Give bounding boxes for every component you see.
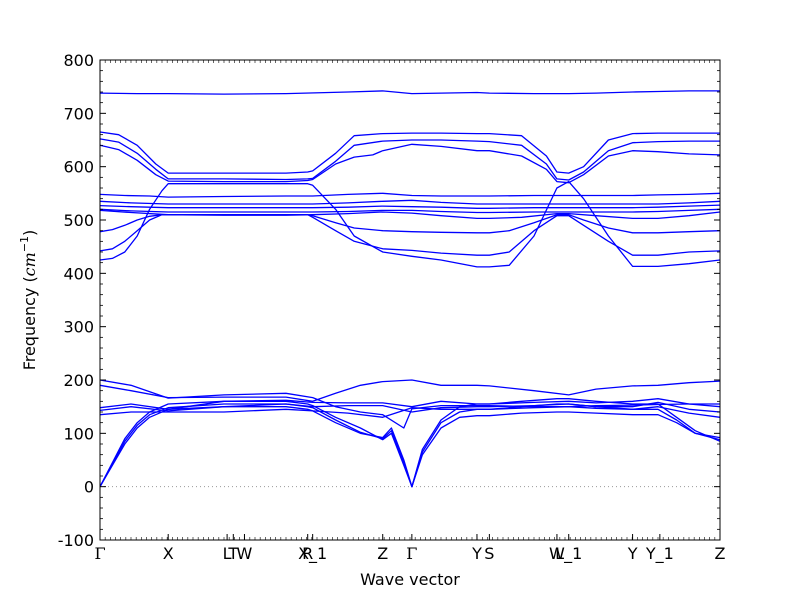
band-line-9 bbox=[99, 199, 721, 205]
kpoint-label: L_1 bbox=[555, 544, 582, 564]
y-axis-title-suffix: ) bbox=[20, 230, 39, 236]
kpoint-label: Y bbox=[471, 544, 482, 563]
y-tick-label: 400 bbox=[63, 264, 94, 283]
y-axis-title-unit: cm bbox=[20, 252, 39, 276]
y-tick-label: -100 bbox=[58, 531, 94, 550]
y-axis-title: Frequency (cm−1) bbox=[18, 230, 39, 371]
kpoint-label: L bbox=[223, 544, 232, 563]
band-line-3 bbox=[99, 138, 720, 181]
kpoint-label: Y bbox=[627, 544, 638, 563]
kpoint-tick-labels: Γ X LTW RX_1 Z Γ Y S WL_1 Y Y_1 Z bbox=[94, 544, 725, 564]
kpoint-label: T bbox=[227, 544, 238, 563]
band-line-18 bbox=[99, 406, 721, 488]
band-line-2 bbox=[99, 131, 720, 174]
y-tick-labels: -100 0 100 200 300 400 500 600 700 800 bbox=[58, 51, 94, 550]
y-tick-label: 300 bbox=[63, 318, 94, 337]
band-line-14 bbox=[99, 379, 721, 402]
band-line-4 bbox=[99, 143, 721, 184]
kpoint-label: Z bbox=[377, 544, 388, 563]
band-line-6 bbox=[99, 180, 721, 268]
kpoint-label: R bbox=[302, 544, 313, 563]
band-line-5 bbox=[99, 192, 721, 198]
band-line-10 bbox=[99, 204, 721, 209]
kpoint-label: Γ bbox=[406, 544, 417, 563]
y-tick-label: 500 bbox=[63, 211, 94, 230]
band-line-20 bbox=[99, 398, 721, 488]
y-tick-label: 700 bbox=[63, 104, 94, 123]
plot-border bbox=[99, 59, 721, 541]
band-line-8 bbox=[99, 214, 721, 234]
kpoint-label: X_1 bbox=[298, 544, 327, 564]
plot-frame bbox=[99, 59, 721, 541]
band-line-13 bbox=[99, 379, 720, 429]
kpoint-label: W bbox=[549, 544, 565, 563]
y-axis-title-prefix: Frequency ( bbox=[20, 276, 39, 370]
x-axis-title: Wave vector bbox=[360, 570, 460, 589]
kpoint-label: X bbox=[163, 544, 174, 563]
band-line-19 bbox=[99, 403, 721, 488]
band-line-11 bbox=[99, 208, 721, 214]
kpoint-label: W bbox=[237, 544, 253, 563]
y-axis-title-exponent: −1 bbox=[18, 236, 31, 252]
y-tick-label: 0 bbox=[84, 478, 94, 497]
kpoint-label: Z bbox=[715, 544, 726, 563]
y-tick-label: 200 bbox=[63, 371, 94, 390]
band-line-1 bbox=[99, 90, 720, 95]
kpoint-label: Y_1 bbox=[645, 544, 674, 564]
band-line-12 bbox=[99, 209, 721, 220]
band-series-layer bbox=[99, 90, 721, 488]
band-line-7 bbox=[99, 214, 721, 256]
y-tick-label: 800 bbox=[63, 51, 94, 70]
kpoint-label: Γ bbox=[94, 544, 105, 563]
y-tick-label: 100 bbox=[63, 424, 94, 443]
kpoint-label: S bbox=[484, 544, 494, 563]
y-tick-label: 600 bbox=[63, 158, 94, 177]
